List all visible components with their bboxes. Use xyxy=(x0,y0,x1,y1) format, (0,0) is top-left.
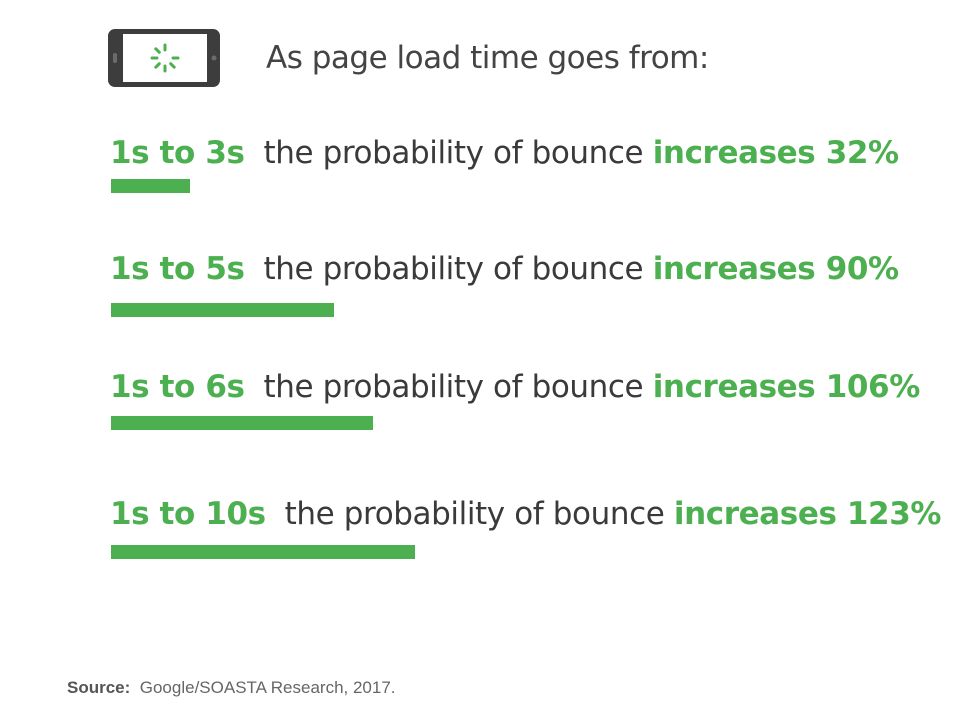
row-label-3: 1s to 6s the probability of bounce incre… xyxy=(110,369,920,405)
increase-label: increases 32% xyxy=(652,135,899,171)
increase-label: increases 123% xyxy=(673,496,942,532)
row-label-1: 1s to 3s the probability of bounce incre… xyxy=(110,135,899,171)
bar-1 xyxy=(111,179,190,193)
range-label: 1s to 5s xyxy=(110,251,245,287)
range-label: 1s to 6s xyxy=(110,369,245,405)
increase-label: increases 90% xyxy=(652,251,899,287)
increase-label: increases 106% xyxy=(652,369,921,405)
bar-4 xyxy=(111,545,415,559)
bounce-text: the probability of bounce xyxy=(244,369,653,405)
range-label: 1s to 10s xyxy=(110,496,266,532)
source-note: Source: Google/SOASTA Research, 2017. xyxy=(67,678,396,698)
source-text: Google/SOASTA Research, 2017. xyxy=(139,678,396,697)
phone-loading-icon xyxy=(107,28,221,88)
bounce-text: the probability of bounce xyxy=(244,135,653,171)
bar-3 xyxy=(111,416,373,430)
row-label-4: 1s to 10s the probability of bounce incr… xyxy=(110,496,941,532)
bar-2 xyxy=(111,303,334,317)
bounce-text: the probability of bounce xyxy=(244,251,653,287)
spinner-icon xyxy=(150,43,180,73)
source-label: Source: xyxy=(67,678,131,697)
bounce-text: the probability of bounce xyxy=(265,496,674,532)
page-title: As page load time goes from: xyxy=(266,40,709,76)
range-label: 1s to 3s xyxy=(110,135,245,171)
row-label-2: 1s to 5s the probability of bounce incre… xyxy=(110,251,899,287)
